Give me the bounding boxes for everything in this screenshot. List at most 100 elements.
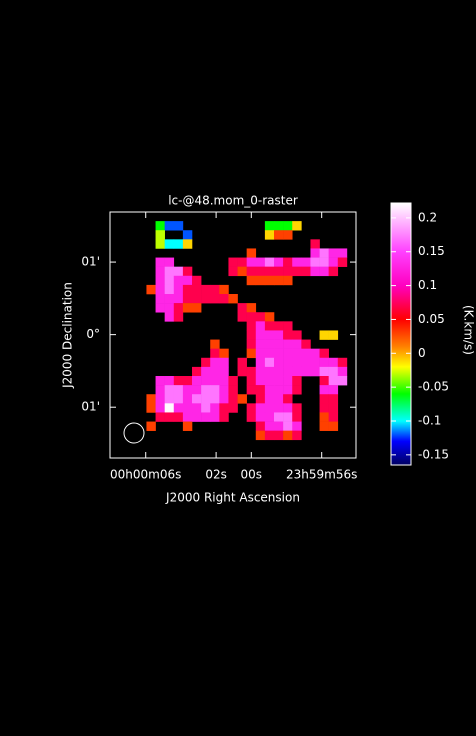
cell xyxy=(192,403,202,413)
cell xyxy=(310,239,320,249)
colorbar-tick-label: 0.2 xyxy=(418,210,437,224)
cell xyxy=(292,403,302,413)
cell xyxy=(292,421,302,431)
cell xyxy=(301,339,311,349)
cell xyxy=(319,248,329,258)
x-tick-label: 00h00m06s xyxy=(110,468,181,482)
cell xyxy=(283,275,293,286)
cell xyxy=(328,394,339,404)
cell xyxy=(146,421,156,431)
cell xyxy=(210,403,220,413)
cell xyxy=(319,412,329,422)
cell xyxy=(310,348,320,359)
cell xyxy=(283,421,293,431)
cell xyxy=(210,366,220,377)
cell xyxy=(274,357,284,368)
cell xyxy=(246,266,257,277)
cell xyxy=(182,294,193,304)
cell xyxy=(237,394,247,404)
cell xyxy=(182,303,193,313)
cell xyxy=(201,284,211,295)
cell xyxy=(283,394,293,404)
cell xyxy=(283,330,293,340)
cell xyxy=(337,376,348,386)
cell xyxy=(173,221,184,231)
cell xyxy=(255,348,266,359)
cell xyxy=(182,385,193,395)
cell xyxy=(210,394,220,404)
cell xyxy=(146,284,156,295)
cell xyxy=(155,275,165,286)
cell xyxy=(155,376,165,386)
cell xyxy=(283,357,293,368)
cell xyxy=(310,366,320,377)
cell xyxy=(228,403,238,413)
cell xyxy=(155,294,165,304)
cell xyxy=(264,257,275,267)
cell xyxy=(301,366,311,377)
cell xyxy=(173,394,184,404)
cell xyxy=(292,221,302,231)
cell xyxy=(246,303,257,313)
cell xyxy=(237,257,247,267)
y-axis-label: J2000 Declination xyxy=(61,282,75,389)
cell xyxy=(155,403,165,413)
cell xyxy=(264,412,275,422)
cell xyxy=(182,239,193,249)
cell xyxy=(173,275,184,286)
cell xyxy=(201,357,211,368)
cell xyxy=(246,376,257,386)
cell xyxy=(264,403,275,413)
cell xyxy=(283,221,293,231)
cell xyxy=(246,412,257,422)
cell xyxy=(237,266,247,277)
cell xyxy=(219,403,229,413)
cell xyxy=(173,385,184,395)
cell xyxy=(301,257,311,267)
colorbar xyxy=(390,202,412,466)
cell xyxy=(292,430,302,441)
cell xyxy=(155,221,165,231)
cell xyxy=(182,376,193,386)
cell xyxy=(255,312,266,322)
cell xyxy=(182,275,193,286)
cell xyxy=(228,394,238,404)
cell xyxy=(292,385,302,395)
cell xyxy=(274,412,284,422)
cell xyxy=(192,394,202,404)
cell xyxy=(337,366,348,377)
colorbar-tick-label: -0.05 xyxy=(418,380,449,394)
cell xyxy=(155,230,165,240)
cell xyxy=(192,284,202,295)
cell xyxy=(210,376,220,386)
cell xyxy=(274,385,284,395)
cell xyxy=(219,294,229,304)
cell xyxy=(264,421,275,431)
cell xyxy=(264,376,275,386)
cell xyxy=(255,357,266,368)
cell xyxy=(310,266,320,277)
cell xyxy=(246,348,257,359)
cell xyxy=(219,357,229,368)
cell xyxy=(164,239,175,249)
cell xyxy=(164,294,175,304)
cell xyxy=(173,266,184,277)
colorbar-tick-label: -0.15 xyxy=(418,447,449,461)
cell xyxy=(192,376,202,386)
cell xyxy=(155,303,165,313)
cell xyxy=(146,403,156,413)
cell xyxy=(264,430,275,441)
cell xyxy=(164,257,175,267)
cell xyxy=(228,266,238,277)
cell xyxy=(274,421,284,431)
cell xyxy=(274,403,284,413)
cell xyxy=(274,348,284,359)
cell xyxy=(283,266,293,277)
cell xyxy=(182,394,193,404)
cell xyxy=(255,412,266,422)
cell xyxy=(337,357,348,368)
cell xyxy=(292,376,302,386)
cell xyxy=(237,366,247,377)
cell xyxy=(182,412,193,422)
cell xyxy=(255,339,266,349)
